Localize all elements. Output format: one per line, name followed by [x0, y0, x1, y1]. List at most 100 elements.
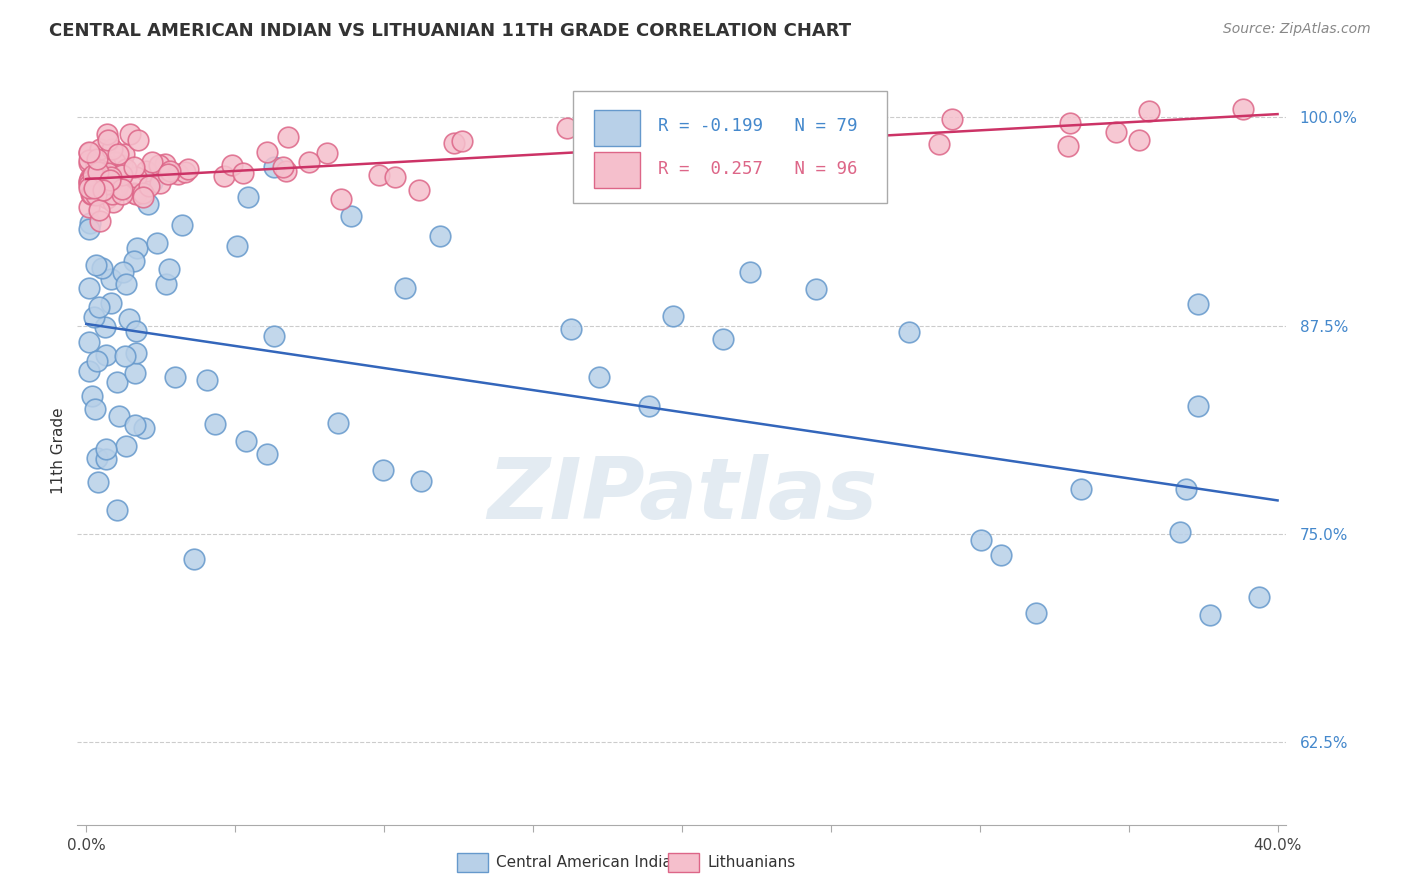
Point	[79, 222, 101, 236]
Point	[101, 142, 124, 156]
Point	[256, 145, 278, 159]
Point	[1128, 132, 1150, 146]
Point	[84, 186, 107, 201]
Point	[803, 146, 825, 161]
Point	[96, 451, 118, 466]
Point	[77, 153, 100, 167]
Point	[118, 127, 141, 141]
Point	[79, 171, 101, 186]
Point	[100, 170, 122, 185]
Point	[80, 389, 103, 403]
Point	[91, 261, 114, 276]
Point	[111, 265, 134, 279]
Point	[104, 170, 127, 185]
Point	[340, 209, 363, 223]
Point	[163, 369, 186, 384]
Point	[124, 169, 146, 184]
Point	[747, 102, 769, 116]
Point	[806, 282, 828, 296]
Point	[711, 332, 734, 346]
Point	[1025, 606, 1047, 620]
Point	[135, 164, 157, 178]
Point	[368, 168, 391, 182]
Point	[1168, 524, 1191, 539]
Point	[108, 409, 131, 423]
Point	[443, 136, 465, 150]
Point	[408, 183, 430, 197]
Point	[97, 166, 120, 180]
Point	[91, 183, 114, 197]
Point	[105, 180, 128, 194]
Point	[80, 188, 103, 202]
Point	[104, 154, 127, 169]
Point	[134, 421, 156, 435]
Point	[93, 320, 115, 334]
Point	[232, 166, 254, 180]
Point	[125, 187, 148, 202]
Point	[118, 312, 141, 326]
Point	[928, 136, 950, 151]
Point	[86, 353, 108, 368]
Point	[83, 180, 105, 194]
Point	[114, 277, 136, 291]
Text: R =  0.257   N = 96: R = 0.257 N = 96	[658, 161, 858, 178]
Point	[141, 154, 163, 169]
Point	[263, 161, 285, 175]
Point	[86, 171, 108, 186]
Point	[263, 329, 285, 343]
Point	[588, 369, 610, 384]
Point	[138, 179, 160, 194]
Point	[1139, 104, 1161, 119]
Point	[1105, 125, 1128, 139]
Point	[111, 186, 134, 201]
Point	[1057, 138, 1080, 153]
Point	[111, 181, 134, 195]
Text: Source: ZipAtlas.com: Source: ZipAtlas.com	[1223, 22, 1371, 37]
Point	[114, 146, 136, 161]
Point	[84, 158, 107, 172]
Point	[77, 334, 100, 349]
Point	[87, 475, 110, 489]
Point	[77, 178, 100, 193]
FancyBboxPatch shape	[574, 91, 887, 203]
Point	[271, 161, 294, 175]
Point	[89, 163, 111, 178]
Point	[898, 325, 921, 339]
Text: Lithuanians: Lithuanians	[707, 855, 796, 870]
Point	[79, 145, 101, 159]
Point	[94, 348, 117, 362]
Point	[141, 175, 163, 189]
Point	[1199, 607, 1222, 622]
Point	[157, 168, 180, 182]
Point	[97, 133, 120, 147]
Point	[738, 265, 761, 279]
Point	[89, 142, 111, 156]
Point	[86, 450, 108, 465]
Point	[111, 158, 134, 172]
Point	[101, 187, 124, 202]
Point	[136, 197, 159, 211]
Point	[235, 434, 257, 449]
Point	[1187, 399, 1209, 413]
Point	[111, 168, 134, 182]
Point	[429, 228, 451, 243]
Point	[86, 164, 108, 178]
Point	[384, 170, 406, 185]
Point	[157, 262, 180, 277]
Point	[77, 181, 100, 195]
Point	[1175, 482, 1198, 496]
Point	[560, 321, 582, 335]
Point	[970, 533, 993, 547]
Point	[105, 375, 128, 389]
Point	[394, 281, 416, 295]
Point	[127, 133, 149, 147]
Point	[221, 158, 243, 172]
Point	[84, 258, 107, 272]
Point	[1070, 483, 1092, 497]
Point	[159, 164, 181, 178]
Point	[155, 277, 177, 291]
Point	[90, 185, 112, 199]
Point	[411, 474, 433, 488]
Point	[94, 159, 117, 173]
Point	[277, 130, 299, 145]
